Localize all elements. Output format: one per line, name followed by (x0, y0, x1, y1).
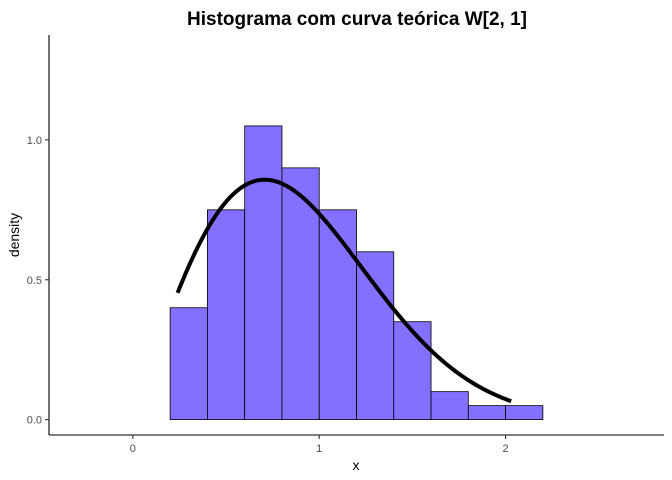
y-tick-label: 0.0 (27, 415, 42, 427)
histogram-bar (318, 209, 357, 421)
histogram-bar (467, 405, 506, 421)
x-axis-ticks: 0 1 2 (130, 435, 509, 455)
y-tick-label: 0.5 (27, 275, 42, 287)
histogram-bar (430, 391, 469, 421)
x-axis-title: x (353, 457, 360, 473)
histogram-bar (244, 125, 283, 421)
x-tick-label: 0 (130, 443, 136, 455)
histogram-bar (169, 307, 208, 421)
x-tick-label: 2 (503, 443, 509, 455)
histogram-bar (393, 321, 432, 421)
histogram-bar (505, 405, 544, 421)
y-tick-label: 1.0 (27, 135, 42, 147)
theoretical-curve (175, 177, 512, 404)
y-axis-title: density (6, 213, 22, 257)
chart-title: Histograma com curva teórica W[2, 1] (187, 9, 527, 30)
x-tick-label: 1 (316, 443, 322, 455)
histogram-bar (356, 251, 395, 421)
histogram-bars (169, 125, 544, 421)
y-axis-ticks: 0.0 0.5 1.0 (27, 135, 49, 427)
histogram-bar (207, 209, 246, 421)
